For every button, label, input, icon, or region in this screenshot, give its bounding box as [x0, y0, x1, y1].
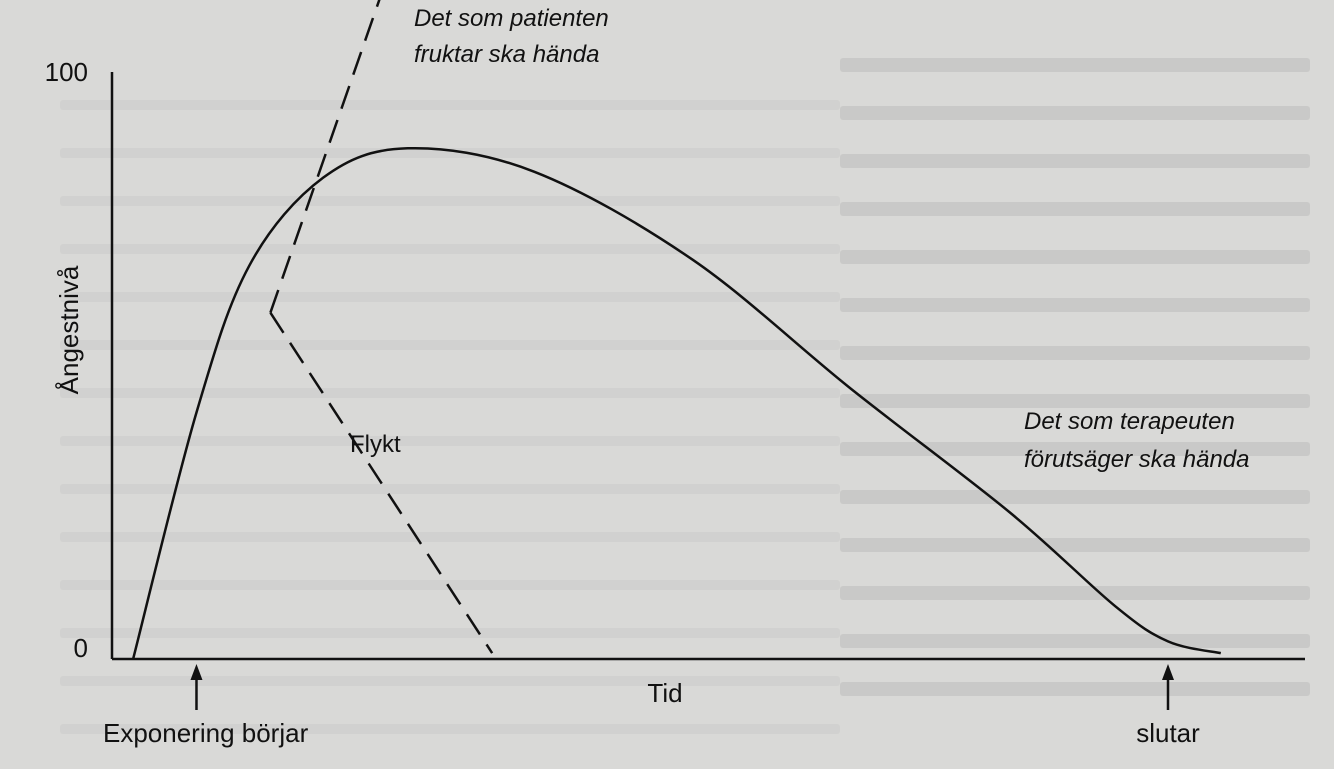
bg-text-line-faint — [60, 340, 840, 350]
bg-text-line-faint — [60, 436, 840, 446]
series-label-line: Det som patienten — [414, 5, 609, 32]
axes — [110, 72, 1305, 661]
bg-text-line-faint — [60, 580, 840, 590]
bg-text-line — [840, 250, 1310, 264]
series-label-flykt: Flykt — [350, 431, 401, 458]
bg-text-line — [840, 442, 1310, 456]
y-tick-label: 100 — [45, 57, 88, 87]
bg-text-line — [840, 682, 1310, 696]
bg-text-line-faint — [60, 484, 840, 494]
series-label-therapist: Det som terapeuten förutsäger ska hända — [1024, 408, 1249, 473]
bg-text-line-faint — [60, 100, 840, 110]
series-line-0 — [131, 146, 1222, 660]
arrow-up-icon — [190, 664, 203, 680]
series-line-1 — [269, 0, 381, 314]
series-line-2 — [269, 311, 494, 654]
series-label-line: Det som terapeuten — [1024, 408, 1235, 435]
bg-text-line-faint — [60, 148, 840, 158]
x-axis-title: Tid — [647, 678, 682, 708]
y-tick-label: 0 — [74, 633, 88, 663]
labels-layer: 100 0 Ångestnivå Tid Det som patienten frukta… — [45, 5, 1250, 748]
series-label-line: fruktar ska hända — [414, 41, 599, 68]
series-layer — [131, 0, 1222, 660]
bg-text-line-faint — [60, 244, 840, 254]
bg-text-line — [840, 394, 1310, 408]
bg-text-line-faint — [60, 676, 840, 686]
bg-text-line — [840, 106, 1310, 120]
bg-text-line-faint — [60, 532, 840, 542]
annotation-end: slutar — [1136, 718, 1200, 748]
bg-text-line-faint — [60, 292, 840, 302]
bg-text-line — [840, 538, 1310, 552]
bg-text-line-faint — [60, 628, 840, 638]
annotation-start: Exponering börjar — [103, 718, 309, 748]
series-label-patient: Det som patienten fruktar ska hända — [414, 5, 609, 68]
bg-text-line — [840, 58, 1310, 72]
bg-text-line-faint — [60, 388, 840, 398]
bg-text-line — [840, 586, 1310, 600]
bg-text-line — [840, 298, 1310, 312]
y-axis-title: Ångestnivå — [54, 265, 84, 394]
bg-text-line — [840, 634, 1310, 648]
bg-text-line — [840, 154, 1310, 168]
arrow-up-icon — [1162, 664, 1174, 680]
bg-text-line-faint — [60, 724, 840, 734]
bg-text-line — [840, 202, 1310, 216]
bg-text-line — [840, 490, 1310, 504]
series-label-line: förutsäger ska hända — [1024, 446, 1249, 473]
background-texture — [60, 58, 1310, 734]
bg-text-line-faint — [60, 196, 840, 206]
bg-text-line — [840, 346, 1310, 360]
